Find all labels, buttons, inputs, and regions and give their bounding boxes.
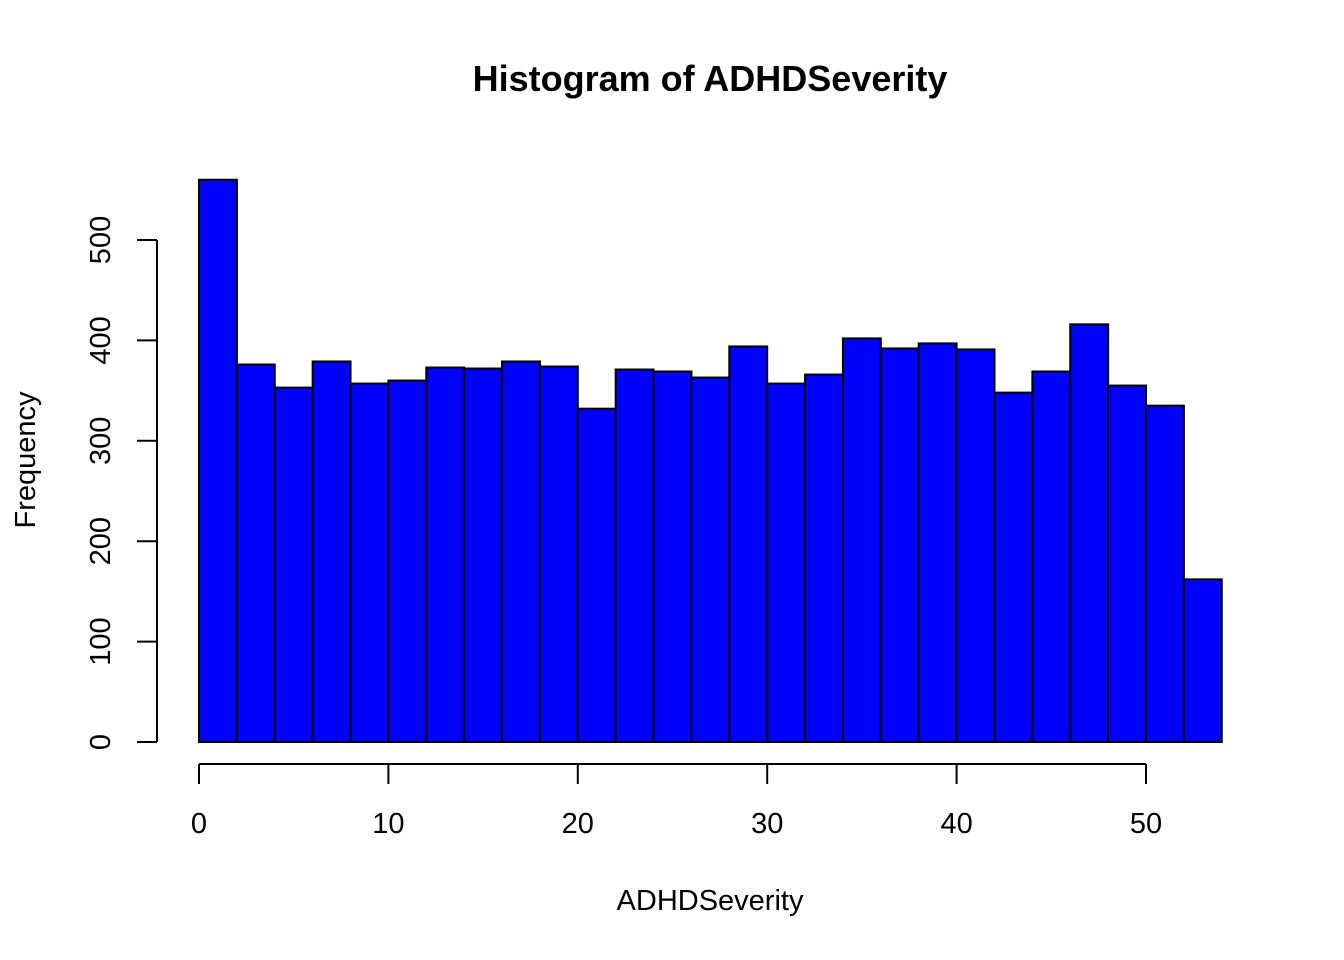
histogram-bar	[463, 367, 504, 743]
histogram-bar	[1107, 384, 1147, 743]
x-tick-label: 50	[1130, 808, 1162, 840]
chart-title: Histogram of ADHDSeverity	[473, 58, 948, 99]
histogram-bar	[349, 382, 390, 743]
histogram-bar	[1031, 370, 1072, 743]
histogram-bar	[538, 365, 579, 743]
histogram-bar	[955, 348, 996, 743]
bars-group	[198, 178, 1223, 743]
histogram-bar	[425, 366, 466, 743]
histogram-bar	[576, 407, 617, 743]
y-axis-label: Frequency	[10, 391, 42, 529]
histogram-bar	[879, 347, 920, 743]
x-tick-label: 10	[372, 808, 404, 840]
histogram-bar	[993, 391, 1034, 743]
histogram-bar	[766, 382, 807, 743]
histogram-bar	[198, 178, 238, 743]
x-tick-label: 40	[940, 808, 972, 840]
histogram-bar	[804, 373, 844, 743]
y-tick-label: 400	[85, 316, 117, 364]
histogram-bar	[1069, 323, 1110, 743]
x-tick-label: 0	[191, 808, 207, 840]
histogram-bar	[273, 386, 314, 743]
histogram-bar	[311, 360, 352, 743]
y-axis: 0 100 200 300 400 500	[85, 216, 158, 750]
histogram-bar	[917, 342, 958, 743]
histogram-bar	[614, 368, 655, 743]
x-axis: 0 10 20 30 40 50	[191, 763, 1162, 840]
histogram-bar	[841, 337, 882, 743]
y-tick-label: 300	[85, 417, 117, 465]
histogram-bar	[1145, 404, 1185, 743]
histogram-bar	[728, 345, 769, 743]
histogram-bar	[501, 360, 541, 743]
histogram-bar	[1182, 578, 1223, 743]
y-tick-label: 200	[85, 517, 117, 565]
y-tick-label: 100	[85, 617, 117, 665]
histogram-bar	[652, 370, 693, 743]
histogram-bar	[690, 376, 731, 743]
x-tick-label: 30	[751, 808, 783, 840]
x-tick-label: 20	[562, 808, 594, 840]
x-axis-label: ADHDSeverity	[617, 885, 804, 917]
y-tick-label: 0	[85, 734, 117, 750]
histogram-bar	[387, 379, 428, 743]
histogram-bar	[235, 363, 276, 743]
y-tick-label: 500	[85, 216, 117, 264]
